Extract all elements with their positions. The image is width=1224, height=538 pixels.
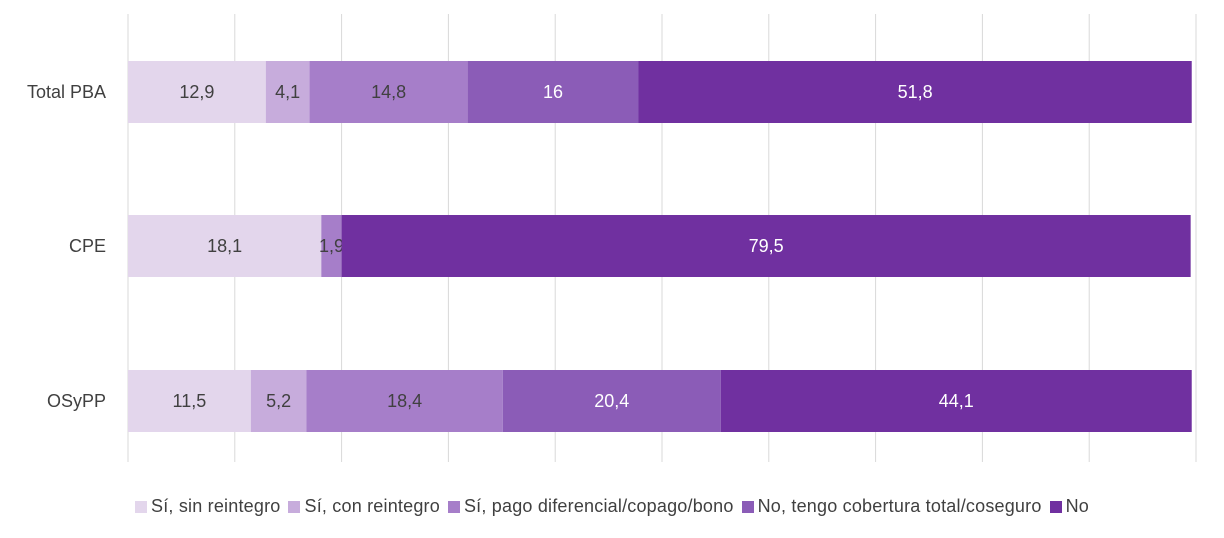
bar-segment bbox=[128, 61, 266, 123]
legend-item: Sí, con reintegro bbox=[288, 496, 440, 517]
legend-item: No bbox=[1049, 496, 1089, 517]
data-label: 20,4 bbox=[594, 391, 629, 411]
category-label: CPE bbox=[69, 236, 106, 256]
legend-label: Sí, sin reintegro bbox=[151, 496, 281, 516]
legend-item: Sí, pago diferencial/copago/bono bbox=[447, 496, 734, 517]
data-label: 12,9 bbox=[179, 82, 214, 102]
legend-swatch bbox=[447, 501, 460, 513]
bar-segment bbox=[467, 61, 639, 123]
bar-segment bbox=[638, 61, 1192, 123]
data-label: 44,1 bbox=[939, 391, 974, 411]
bar-segment bbox=[306, 370, 503, 432]
bar-segment bbox=[341, 215, 1191, 277]
legend-swatch bbox=[1049, 501, 1062, 513]
bar-segment bbox=[265, 61, 310, 123]
legend-label: Sí, pago diferencial/copago/bono bbox=[463, 496, 734, 516]
legend-swatch bbox=[741, 501, 754, 513]
bar-segment bbox=[720, 370, 1192, 432]
data-label: 18,1 bbox=[207, 236, 242, 256]
data-label: 79,5 bbox=[749, 236, 784, 256]
legend-swatch bbox=[288, 501, 301, 513]
legend-item: Sí, sin reintegro bbox=[135, 496, 280, 517]
data-label: 51,8 bbox=[898, 82, 933, 102]
stacked-bar-chart: Total PBA 12,9 4,1 14,8 16 51,8 CPE 18,1 1,9 79,5… bbox=[27, 14, 1197, 462]
data-label: 14,8 bbox=[371, 82, 406, 102]
bar-segment bbox=[128, 215, 322, 277]
data-label: 1,9 bbox=[319, 236, 344, 256]
bar-segment bbox=[502, 370, 721, 432]
bar-segment bbox=[309, 61, 468, 123]
data-label: 16 bbox=[543, 82, 563, 102]
data-label: 18,4 bbox=[387, 391, 422, 411]
data-label: 11,5 bbox=[173, 391, 207, 411]
legend-label: No, tengo cobertura total/coseguro bbox=[757, 496, 1042, 516]
category-label: Total PBA bbox=[27, 82, 106, 102]
category-label: OSyPP bbox=[47, 391, 106, 411]
bar-segment bbox=[250, 370, 307, 432]
chart-legend: Sí, sin reintegro Sí, con reintegro Sí, pa… bbox=[0, 496, 1224, 517]
legend-label: No bbox=[1065, 496, 1089, 516]
legend-label: Sí, con reintegro bbox=[304, 496, 440, 516]
data-label: 5,2 bbox=[266, 391, 291, 411]
bar-segment bbox=[128, 370, 251, 432]
bar-segment bbox=[321, 215, 342, 277]
legend-item: No, tengo cobertura total/coseguro bbox=[741, 496, 1042, 517]
legend-swatch bbox=[135, 501, 148, 513]
data-label: 4,1 bbox=[275, 82, 300, 102]
